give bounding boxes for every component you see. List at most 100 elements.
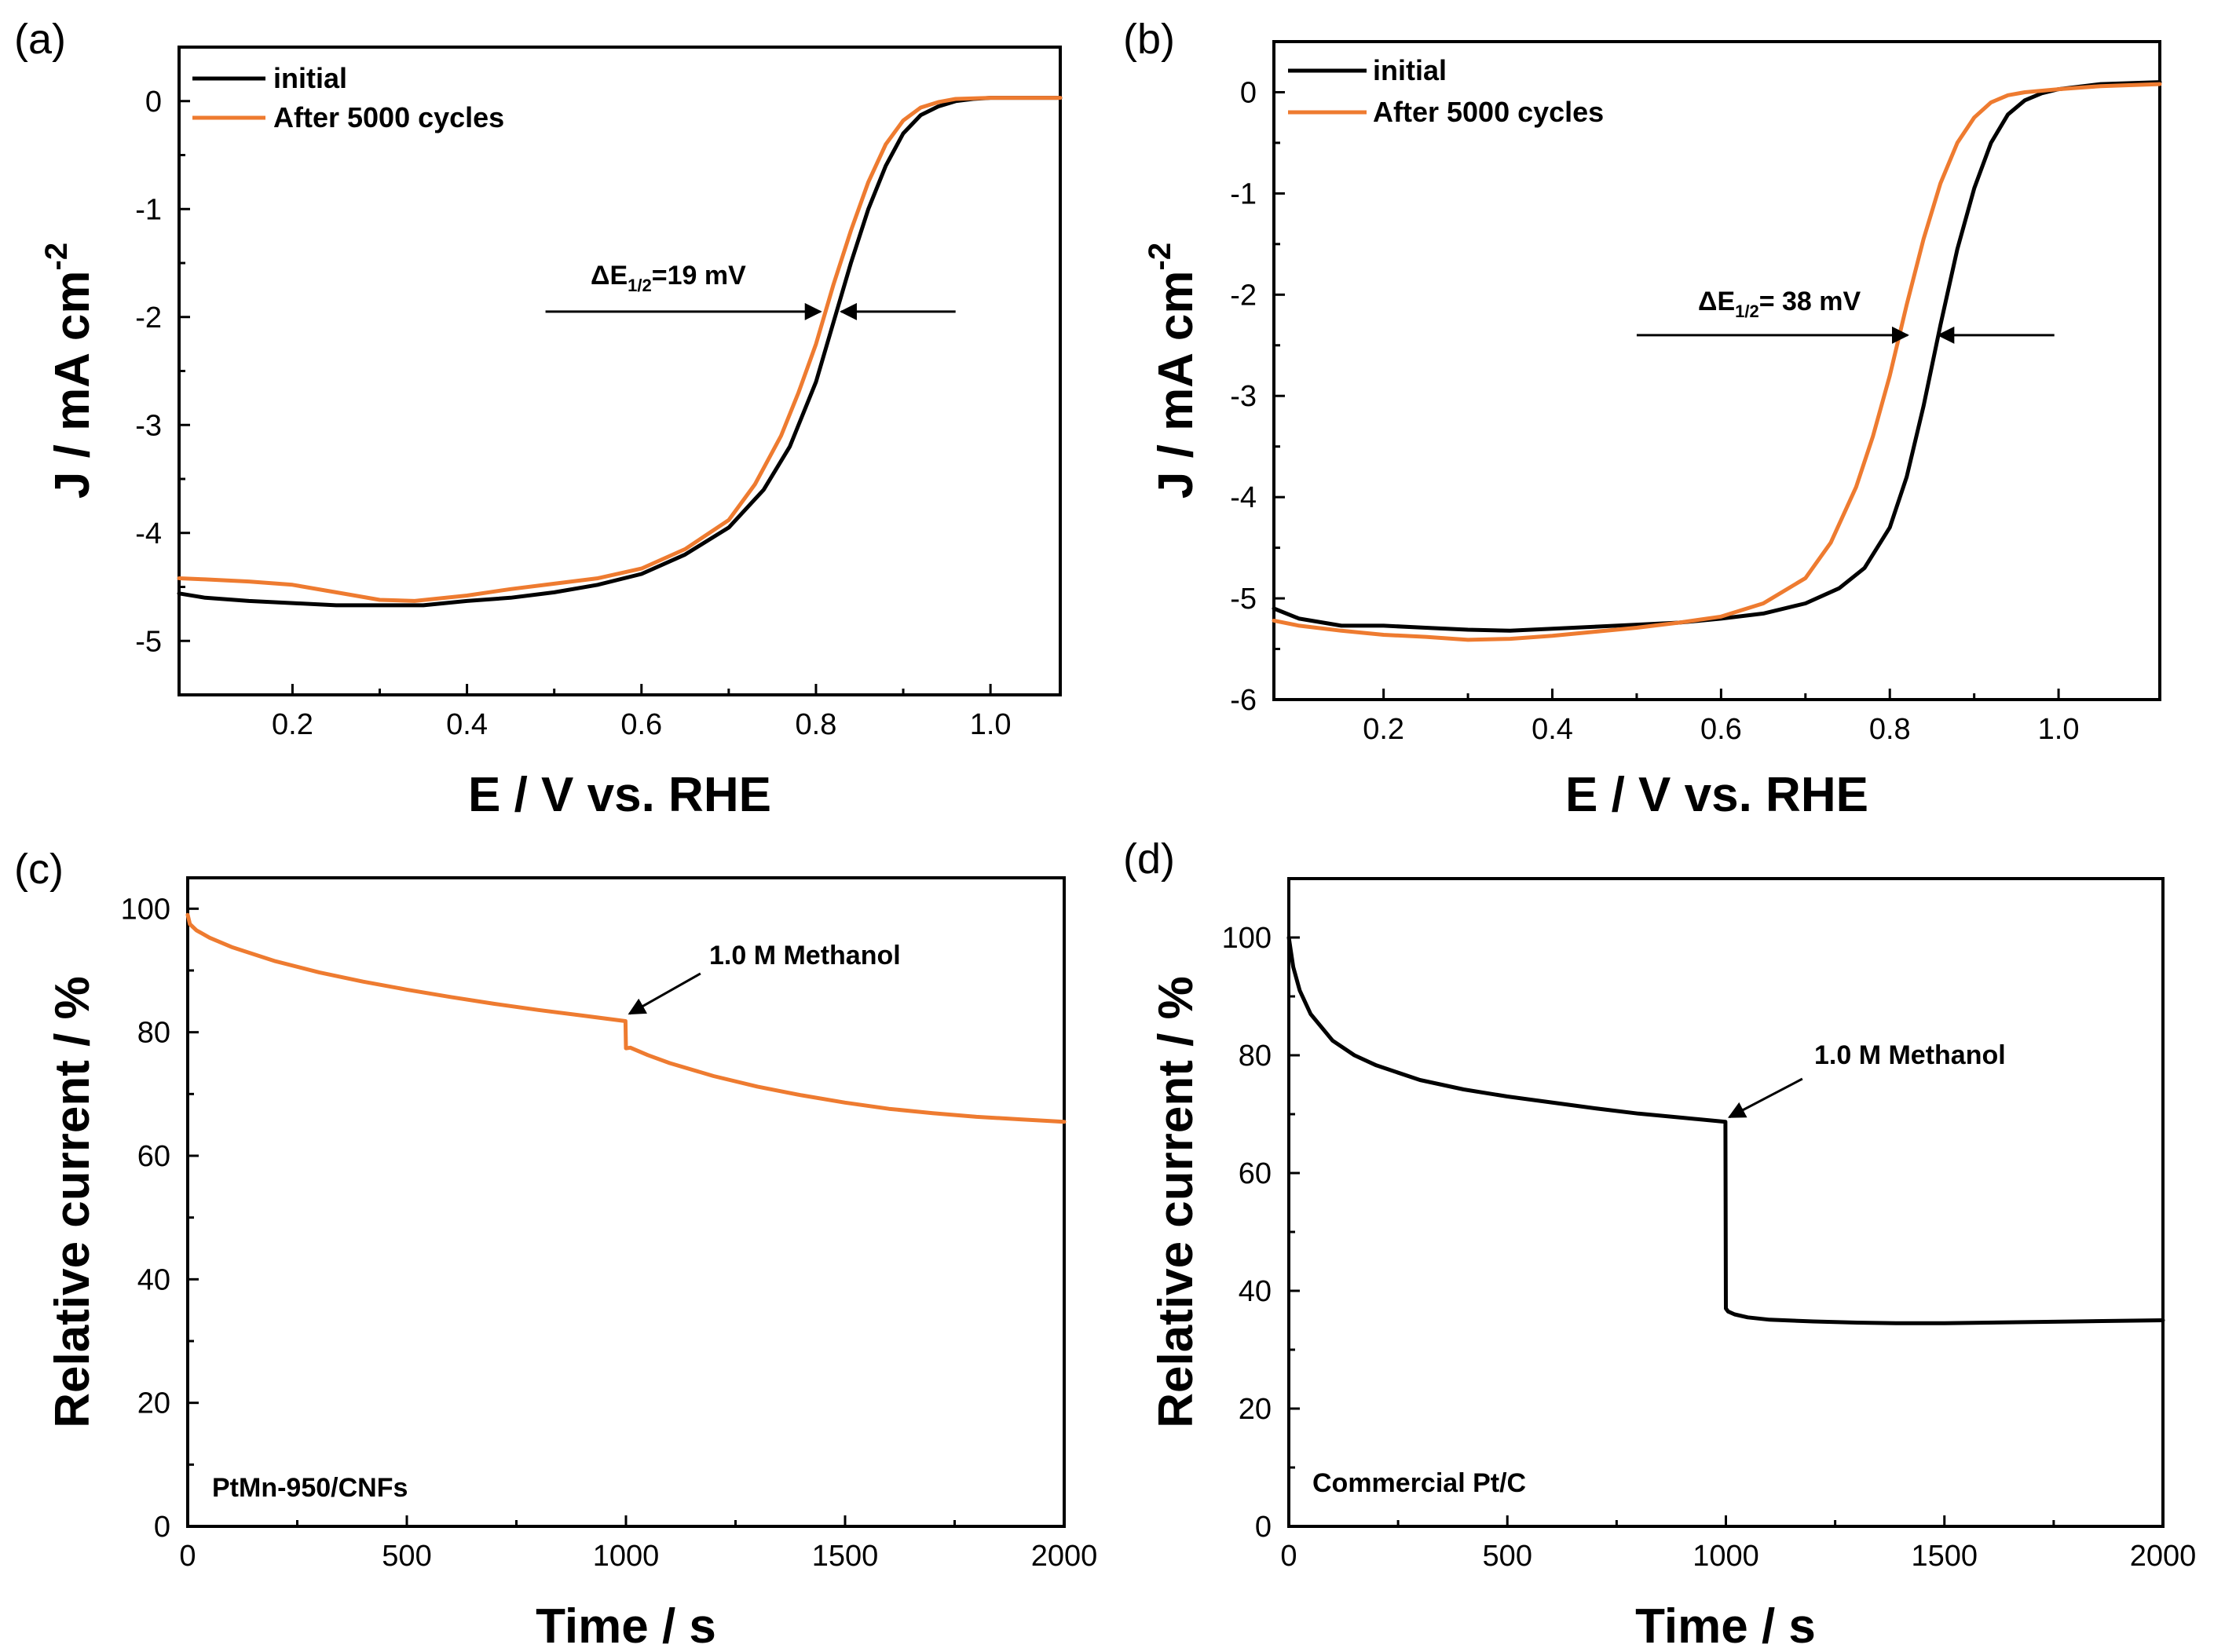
y-tick-label: 0 [1255,1511,1272,1544]
panel-a: (a) 0.2 0.4 0.6 0.8 1.0 0 -1 -2 -3 -4 -5 initial A… [14,16,1063,822]
panel-a-delta-annotation: ΔE1/2=19 mV [545,261,956,320]
panel-b-label: (b) [1123,16,1175,63]
panel-c-sample-label: PtMn-950/CNFs [212,1473,408,1503]
y-tick-label: -2 [1230,279,1257,312]
legend-after-cycles-label: After 5000 cycles [273,101,504,133]
x-tick-label: 0.6 [1700,713,1742,746]
panel-b-ylabel-sup: -2 [1143,243,1177,271]
y-tick-label: 100 [121,893,170,926]
panel-d: (d) 0 500 1000 1500 2000 0 20 40 60 80 100 1.0 M M… [1123,835,2196,1652]
panel-a-delta-label: ΔE1/2=19 mV [591,261,746,295]
y-tick-label: -3 [135,409,162,442]
x-tick-label: 0.4 [446,708,488,741]
delta-prefix: ΔE [1698,287,1735,316]
panel-b-xlabel: E / V vs. RHE [1565,768,1868,822]
x-tick-label: 0 [1280,1540,1297,1573]
panel-b-plot-frame [1272,40,2161,701]
y-tick-label: -5 [135,625,162,658]
x-tick-label: 0.2 [272,708,313,741]
y-tick-label: -4 [135,517,162,550]
y-tick-label: -4 [1230,481,1257,514]
series-line-after-5000-cycles [177,96,1063,603]
panel-d-sample-label: Commercial Pt/C [1312,1468,1526,1498]
y-tick-label: 40 [137,1263,170,1296]
series-line-initial [1272,80,2162,633]
panel-c-plot-frame [186,876,1066,1528]
panel-c-series [185,912,1067,1124]
panel-d-ylabel: Relative current / % [1149,976,1203,1427]
x-tick-label: 1.0 [970,708,1012,741]
panel-a-ylabel: J / mA cm-2 [39,243,100,499]
legend-after-cycles-label: After 5000 cycles [1373,96,1604,128]
delta-prefix: ΔE [591,261,628,291]
panel-d-ticks: 0 500 1000 1500 2000 0 20 40 60 80 100 [1222,922,2197,1573]
panel-b-delta-annotation: ΔE1/2= 38 mV [1636,287,2055,344]
panel-b-ticks: 0.2 0.4 0.6 0.8 1.0 0 -1 -2 -3 -4 -5 -6 [1230,76,2079,746]
y-tick-label: 80 [1239,1040,1272,1073]
x-tick-label: 500 [1483,1540,1532,1573]
legend-initial-label: initial [1373,54,1447,86]
y-tick-label: 80 [137,1017,170,1050]
panel-c-ticks: 0 500 1000 1500 2000 0 20 40 60 80 100 [121,893,1098,1573]
panel-c-methanol-annotation: 1.0 M Methanol [628,941,901,1015]
panel-c-ylabel: Relative current / % [46,976,100,1427]
panel-a-legend: initial After 5000 cycles [192,62,504,133]
x-tick-label: 2000 [1031,1540,1098,1573]
y-tick-label: 0 [1240,76,1257,109]
y-tick-label: -1 [1230,177,1257,210]
panel-d-label: (d) [1123,835,1175,883]
series-line-ptmn-950-cnfs [185,912,1067,1124]
y-tick-label: 20 [1239,1393,1272,1426]
series-line-after-5000-cycles [1272,82,2162,642]
y-tick-label: -5 [1230,583,1257,616]
series-line-commercial-pt-c [1286,935,2165,1325]
panel-b-legend: initial After 5000 cycles [1288,54,1604,128]
series-line-initial [177,96,1063,608]
panel-b-delta-label: ΔE1/2= 38 mV [1698,287,1861,321]
x-tick-label: 0.4 [1532,713,1573,746]
y-tick-label: 0 [154,1511,170,1544]
y-tick-label: -2 [135,302,162,334]
panel-d-methanol-label: 1.0 M Methanol [1814,1040,2006,1070]
panel-d-series [1286,935,2165,1325]
panel-a-xlabel: E / V vs. RHE [468,768,771,822]
x-tick-label: 1500 [812,1540,879,1573]
delta-subscript: 1/2 [628,276,652,295]
y-tick-label: 100 [1222,922,1272,955]
panel-b-ylabel-text: J / mA cm [1149,270,1203,499]
x-tick-label: 0.2 [1363,713,1404,746]
y-tick-label: 60 [1239,1157,1272,1190]
panel-a-ylabel-sup: -2 [39,243,74,271]
panel-a-plot-frame [177,46,1062,696]
x-tick-label: 500 [382,1540,431,1573]
y-tick-label: 60 [137,1140,170,1173]
x-tick-label: 1000 [1693,1540,1759,1573]
panel-d-methanol-annotation: 1.0 M Methanol [1728,1040,2006,1119]
panel-a-ticks: 0.2 0.4 0.6 0.8 1.0 0 -1 -2 -3 -4 -5 [135,86,1011,741]
x-tick-label: 0.6 [620,708,662,741]
panel-c-label: (c) [14,846,64,893]
y-tick-label: -1 [135,193,162,226]
delta-suffix: = 38 mV [1759,287,1861,316]
y-tick-label: -6 [1230,684,1257,717]
y-tick-label: -3 [1230,380,1257,413]
panel-b: (b) 0.2 0.4 0.6 0.8 1.0 0 -1 -2 -3 -4 -5 -6 initial… [1123,16,2162,822]
panel-a-ylabel-text: J / mA cm [46,270,100,499]
x-tick-label: 0.8 [1869,713,1911,746]
panel-b-series [1272,80,2162,642]
y-tick-label: 0 [145,86,162,119]
legend-initial-label: initial [273,62,347,94]
x-tick-label: 0.8 [796,708,837,741]
y-tick-label: 40 [1239,1275,1272,1308]
y-tick-label: 20 [137,1387,170,1420]
panel-b-ylabel: J / mA cm-2 [1143,243,1203,499]
x-tick-label: 1000 [593,1540,660,1573]
panel-c-methanol-arrow [628,972,701,1015]
x-tick-label: 1500 [1911,1540,1978,1573]
panel-d-methanol-arrow [1728,1077,1803,1119]
x-tick-label: 2000 [2130,1540,2197,1573]
panel-a-label: (a) [14,16,66,63]
x-tick-label: 0 [179,1540,196,1573]
